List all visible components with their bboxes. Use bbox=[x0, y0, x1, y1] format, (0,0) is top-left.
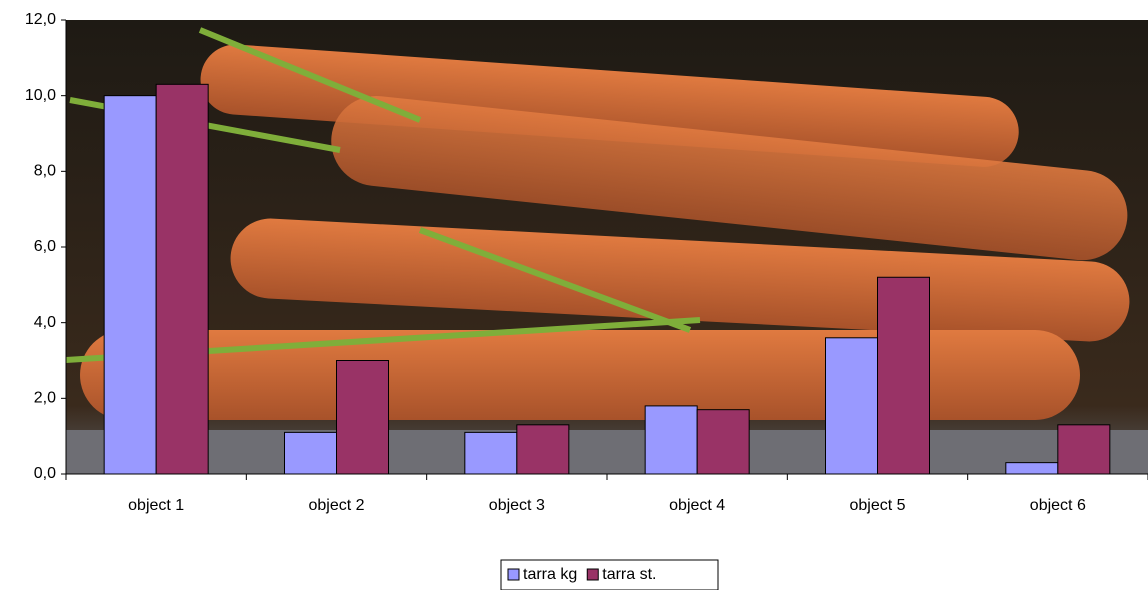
y-tick-label: 10,0 bbox=[25, 87, 56, 104]
bar bbox=[644, 405, 698, 475]
bar bbox=[825, 337, 878, 475]
bar bbox=[1005, 462, 1059, 475]
y-tick-label: 8,0 bbox=[34, 163, 56, 180]
y-tick-label: 12,0 bbox=[25, 11, 56, 28]
bar bbox=[284, 431, 337, 475]
x-tick-label: object 2 bbox=[308, 497, 364, 514]
bar bbox=[516, 424, 570, 475]
x-tick-label: object 6 bbox=[1030, 497, 1086, 514]
bar bbox=[336, 360, 389, 475]
y-tick-label: 4,0 bbox=[34, 314, 56, 331]
x-tick-label: object 4 bbox=[669, 497, 725, 514]
y-tick-label: 0,0 bbox=[34, 465, 56, 482]
y-tick-label: 6,0 bbox=[34, 238, 56, 255]
bar bbox=[103, 95, 157, 475]
x-tick-label: object 3 bbox=[489, 497, 545, 514]
y-tick-label: 2,0 bbox=[34, 390, 56, 407]
bar bbox=[464, 431, 518, 475]
legend bbox=[500, 559, 719, 590]
plot-background bbox=[66, 20, 1148, 474]
x-tick-label: object 5 bbox=[849, 497, 905, 514]
bar bbox=[696, 409, 750, 475]
legend-label: tarra kg bbox=[523, 566, 577, 583]
bar bbox=[877, 276, 930, 475]
legend-swatch bbox=[586, 568, 599, 581]
bar bbox=[155, 83, 209, 475]
bar bbox=[1057, 424, 1111, 475]
x-tick-label: object 1 bbox=[128, 497, 184, 514]
legend-label: tarra st. bbox=[602, 566, 656, 583]
legend-swatch bbox=[507, 568, 520, 581]
